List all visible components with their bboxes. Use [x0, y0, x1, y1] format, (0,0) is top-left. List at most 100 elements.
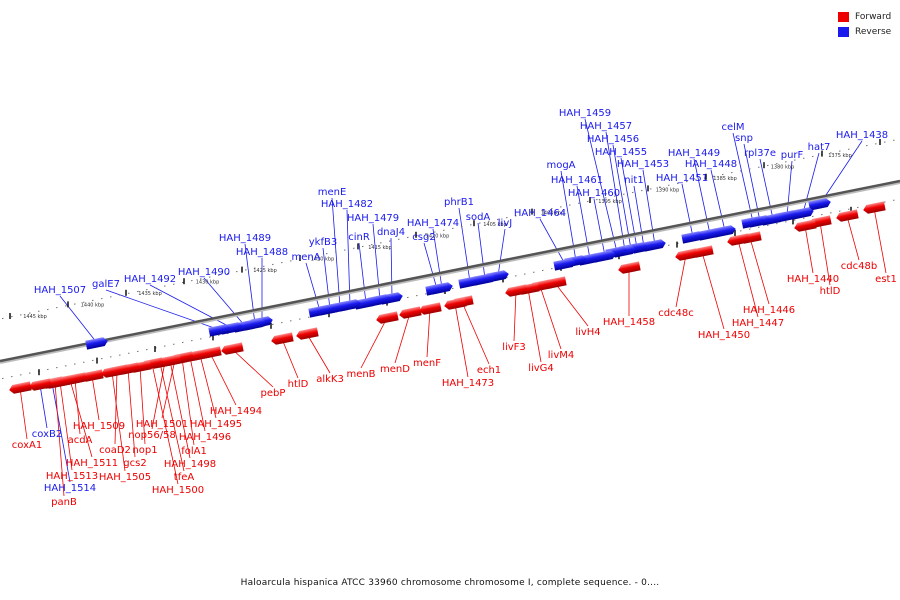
- gene-label[interactable]: menE: [318, 187, 347, 198]
- gene-label[interactable]: HAH_1474: [407, 218, 459, 229]
- gene-label[interactable]: livJ: [498, 218, 512, 229]
- gene-label[interactable]: HAH_1507: [34, 285, 86, 296]
- gene-label[interactable]: est1: [875, 274, 897, 285]
- gene-label[interactable]: HAH_1440: [787, 274, 839, 285]
- gene-arrow[interactable]: [354, 296, 377, 310]
- gene-label[interactable]: HAH_1449: [668, 148, 720, 159]
- gene-label[interactable]: htlD: [288, 379, 309, 390]
- gene-label[interactable]: HAH_1460: [568, 188, 620, 199]
- gene-label[interactable]: phrB1: [444, 197, 474, 208]
- gene-label[interactable]: cdc48b: [841, 261, 877, 272]
- gene-label[interactable]: HAH_1455: [595, 147, 647, 158]
- gene-label[interactable]: HAH_1509: [73, 421, 125, 432]
- gene-arrow[interactable]: [425, 282, 448, 296]
- gene-label[interactable]: galE7: [92, 279, 120, 290]
- gene-label[interactable]: alkK3: [316, 374, 344, 385]
- gene-label[interactable]: HAH_1461: [551, 175, 603, 186]
- gene-label[interactable]: HAH_1464: [514, 208, 566, 219]
- gene-arrow[interactable]: [504, 284, 528, 297]
- gene-label[interactable]: panB: [51, 497, 77, 508]
- gene-arrow[interactable]: [418, 302, 442, 315]
- gene-arrow[interactable]: [308, 304, 331, 318]
- gene-label[interactable]: HAH_1473: [442, 378, 494, 389]
- gene-label[interactable]: hat7: [808, 142, 831, 153]
- gene-arrow[interactable]: [791, 206, 814, 220]
- gene-label[interactable]: livF3: [502, 342, 526, 353]
- gene-arrow[interactable]: [862, 201, 886, 214]
- gene-arrow[interactable]: [443, 297, 467, 310]
- gene-label[interactable]: pebP: [261, 388, 286, 399]
- gene-label[interactable]: HAH_1501: [136, 419, 188, 430]
- gene-label[interactable]: HAH_1513: [46, 471, 98, 482]
- gene-label[interactable]: HAH_1450: [698, 330, 750, 341]
- gene-label[interactable]: htlD: [820, 286, 841, 297]
- gene-label[interactable]: HAH_1446: [743, 305, 795, 316]
- gene-label[interactable]: snp: [735, 133, 753, 144]
- gene-arrow[interactable]: [698, 227, 721, 241]
- gene-label[interactable]: HAH_1447: [732, 318, 784, 329]
- gene-label[interactable]: gcs2: [123, 458, 146, 469]
- gene-label[interactable]: nop1: [132, 445, 157, 456]
- gene-label[interactable]: HAH_1453: [617, 159, 669, 170]
- gene-label[interactable]: sodA: [466, 212, 491, 223]
- gene-label[interactable]: dnaJ4: [377, 227, 405, 238]
- gene-arrow[interactable]: [726, 233, 750, 246]
- gene-arrow[interactable]: [741, 215, 764, 229]
- gene-label[interactable]: coxB2: [32, 429, 62, 440]
- gene-arrow[interactable]: [85, 336, 108, 350]
- gene-label[interactable]: acdA: [68, 435, 93, 446]
- gene-arrow[interactable]: [208, 323, 231, 337]
- gene-arrow[interactable]: [398, 306, 422, 319]
- gene-arrow[interactable]: [100, 365, 124, 378]
- gene-label[interactable]: HAH_1479: [347, 213, 399, 224]
- gene-label[interactable]: ech1: [477, 365, 501, 376]
- gene-label[interactable]: HAH_1505: [99, 472, 151, 483]
- gene-label[interactable]: livM4: [548, 350, 574, 361]
- gene-label[interactable]: tfeA: [174, 472, 195, 483]
- gene-label[interactable]: HAH_1514: [44, 483, 96, 494]
- gene-label[interactable]: HAH_1459: [559, 108, 611, 119]
- gene-label[interactable]: HAH_1457: [580, 121, 632, 132]
- gene-arrow[interactable]: [617, 261, 641, 274]
- gene-arrow[interactable]: [80, 369, 104, 382]
- gene-label[interactable]: HAH_1511: [66, 458, 118, 469]
- gene-label[interactable]: coxA1: [12, 440, 42, 451]
- gene-label[interactable]: cinR: [348, 232, 370, 243]
- gene-label[interactable]: folA1: [181, 446, 207, 457]
- gene-label[interactable]: mogA: [546, 160, 575, 171]
- gene-arrow[interactable]: [808, 197, 831, 211]
- gene-label[interactable]: HAH_1495: [190, 419, 242, 430]
- gene-label[interactable]: HAH_1494: [210, 406, 262, 417]
- gene-arrow[interactable]: [553, 257, 576, 271]
- gene-label[interactable]: HAH_1488: [236, 247, 288, 258]
- gene-label[interactable]: HAH_1489: [219, 233, 271, 244]
- gene-arrow[interactable]: [793, 219, 817, 232]
- gene-arrow[interactable]: [375, 311, 399, 324]
- gene-label[interactable]: HAH_1490: [178, 267, 230, 278]
- gene-arrow[interactable]: [8, 381, 32, 394]
- gene-label[interactable]: celM: [721, 122, 744, 133]
- gene-label[interactable]: menB: [346, 369, 375, 380]
- gene-label[interactable]: HAH_1498: [164, 459, 216, 470]
- gene-arrow[interactable]: [458, 275, 481, 289]
- gene-label[interactable]: menA: [291, 252, 320, 263]
- gene-label[interactable]: HAH_1500: [152, 485, 204, 496]
- gene-label[interactable]: livG4: [528, 363, 554, 374]
- gene-arrow[interactable]: [28, 378, 52, 391]
- gene-label[interactable]: livH4: [575, 327, 600, 338]
- gene-label[interactable]: HAH_1456: [587, 134, 639, 145]
- gene-label[interactable]: rpl37e: [744, 148, 776, 159]
- gene-label[interactable]: HAH_1448: [685, 159, 737, 170]
- gene-label[interactable]: menD: [380, 364, 410, 375]
- gene-label[interactable]: cdc48c: [658, 308, 694, 319]
- gene-arrow[interactable]: [835, 209, 859, 222]
- gene-label[interactable]: HAH_1492: [124, 274, 176, 285]
- gene-label[interactable]: HAH_1438: [836, 130, 888, 141]
- gene-label[interactable]: HAH_1482: [321, 199, 373, 210]
- gene-arrow[interactable]: [295, 327, 319, 340]
- gene-label[interactable]: csg2: [412, 232, 435, 243]
- gene-label[interactable]: HAH_1451: [656, 173, 708, 184]
- gene-label[interactable]: menF: [413, 358, 441, 369]
- gene-label[interactable]: ykfB3: [309, 237, 337, 248]
- gene-arrow[interactable]: [220, 342, 244, 355]
